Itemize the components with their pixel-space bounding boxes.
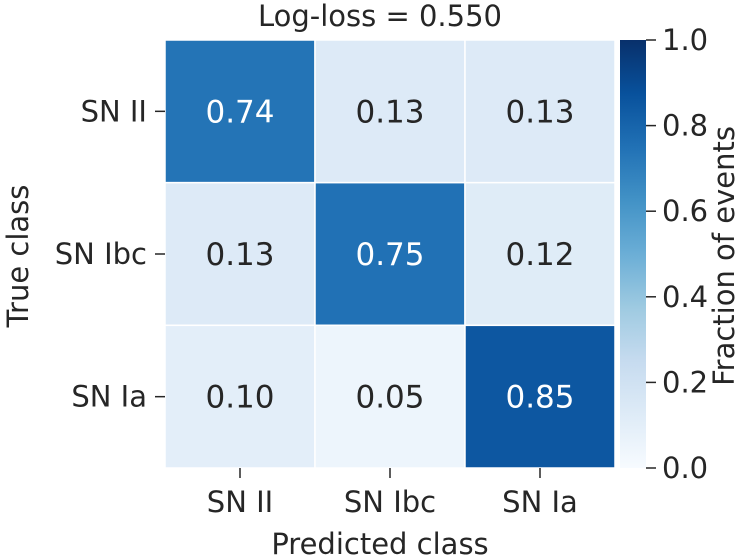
- cell-value-label: 0.05: [355, 380, 424, 416]
- heatmap-cell: [314, 181, 466, 327]
- y-axis-ticks: SN II SN Ibc SN Ia: [55, 94, 165, 414]
- heatmap-cell: [464, 39, 616, 184]
- heatmap-cell: [464, 181, 616, 327]
- cell-value-label: 0.85: [505, 380, 574, 416]
- cell-value-label: 0.10: [205, 380, 274, 416]
- x-tick-label: SN II: [207, 485, 273, 519]
- cell-value-label: 0.75: [355, 237, 424, 273]
- colorbar-tick-label: 0.8: [662, 109, 708, 143]
- cell-value-label: 0.13: [355, 94, 424, 130]
- y-axis-label: True class: [1, 185, 35, 329]
- cell-value-label: 0.13: [505, 94, 574, 130]
- heatmap-cell: [314, 39, 466, 184]
- cell-value-label: 0.74: [205, 94, 274, 130]
- cell-value-label: 0.12: [505, 237, 574, 273]
- colorbar-label: Fraction of events: [707, 126, 741, 386]
- y-tick-label: SN Ia: [71, 380, 147, 414]
- chart-title: Log-loss = 0.550: [258, 0, 502, 33]
- colorbar-tick-label: 0.6: [662, 194, 708, 228]
- heatmap-cell: [164, 39, 316, 184]
- cell-value-label: 0.13: [205, 237, 274, 273]
- heatmap-cell: [314, 324, 466, 469]
- heatmap-cell: [164, 181, 316, 327]
- colorbar-tick-label: 0.0: [662, 451, 708, 485]
- colorbar-ticks: 0.0 0.2 0.4 0.6 0.8 1.0: [646, 23, 708, 485]
- x-axis-ticks: SN II SN Ibc SN Ia: [207, 468, 578, 519]
- colorbar-tick-label: 0.2: [662, 365, 708, 399]
- x-tick-label: SN Ibc: [344, 485, 436, 519]
- heatmap-cell-labels: 0.74 0.13 0.13 0.13 0.75 0.12 0.10 0.05 0.85: [205, 94, 574, 415]
- y-tick-label: SN Ibc: [55, 237, 147, 271]
- colorbar-tick-label: 0.4: [662, 280, 708, 314]
- x-axis-label: Predicted class: [271, 527, 488, 558]
- y-tick-label: SN II: [81, 94, 147, 128]
- heatmap-cells: [164, 39, 616, 469]
- colorbar: [620, 40, 646, 468]
- colorbar-tick-label: 1.0: [662, 23, 708, 57]
- x-tick-label: SN Ia: [502, 485, 578, 519]
